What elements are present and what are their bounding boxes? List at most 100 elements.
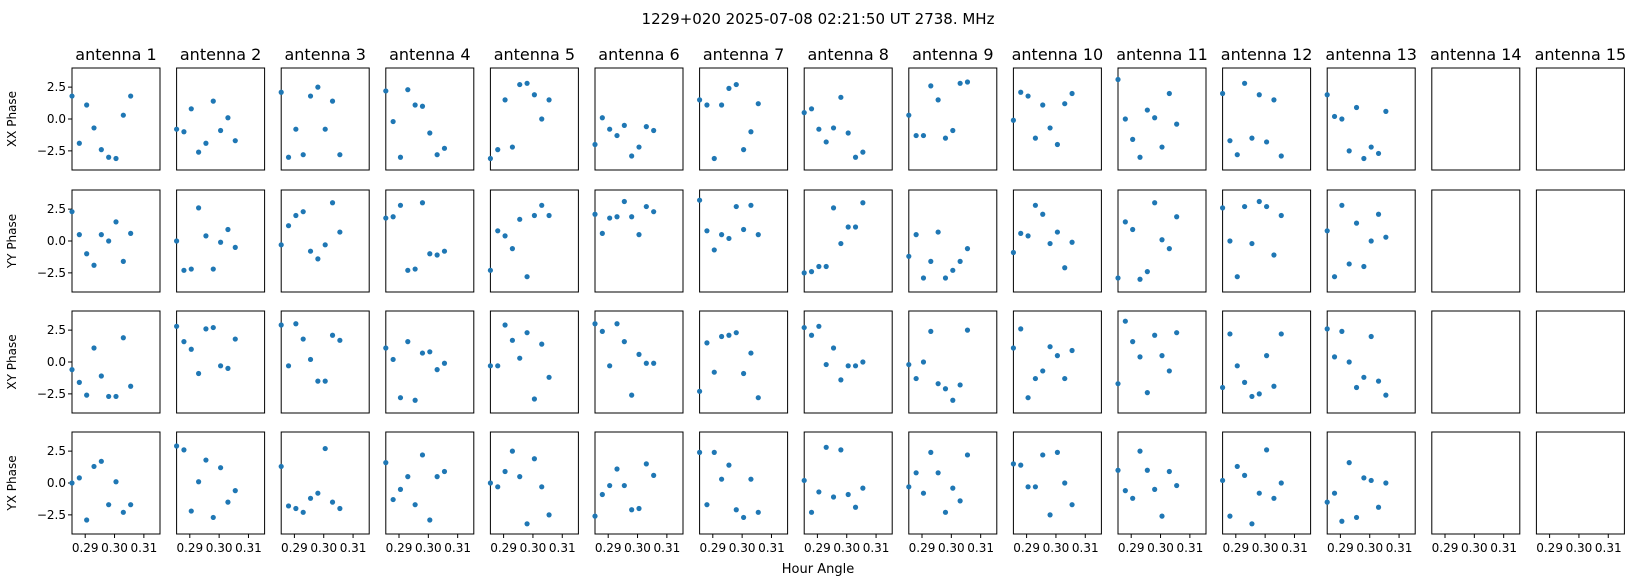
x-tick-label: 0.29 <box>386 541 413 555</box>
data-point <box>397 202 404 208</box>
row-label: XX Phase <box>5 91 19 147</box>
data-point <box>232 138 238 144</box>
axes-frame <box>385 431 475 535</box>
subplot-r4-c9: 0.29 0.30 0.31 <box>906 431 998 555</box>
data-point <box>599 230 605 236</box>
data-point <box>427 517 433 523</box>
antenna-title: antenna 11 <box>1116 45 1208 64</box>
subplot-r1-c9: antenna 9 <box>906 45 998 171</box>
data-point <box>285 223 292 229</box>
data-point <box>636 351 642 357</box>
data-point <box>1234 152 1240 158</box>
x-tick-label: 0.31 <box>1072 541 1099 555</box>
data-point <box>741 370 747 377</box>
x-tick-label: 0.29 <box>1327 541 1354 555</box>
data-point <box>1040 211 1046 217</box>
data-point <box>741 514 747 521</box>
data-point <box>285 503 292 509</box>
data-point <box>711 369 717 375</box>
data-point <box>621 339 627 345</box>
data-point <box>607 482 613 489</box>
data-point <box>592 141 598 148</box>
subplot-r3-c5 <box>487 310 579 414</box>
data-point <box>196 149 202 155</box>
data-point <box>1346 261 1352 267</box>
data-point <box>913 375 919 382</box>
x-tick-label: 0.31 <box>549 541 576 555</box>
subplot-r4-c5: 0.29 0.30 0.31 <box>487 431 579 555</box>
data-point <box>1256 92 1262 98</box>
x-tick-label: 0.29 <box>176 541 203 555</box>
data-point <box>607 215 613 221</box>
antenna-title: antenna 7 <box>703 45 784 64</box>
data-point <box>1047 240 1053 247</box>
data-point <box>1062 375 1068 382</box>
data-point <box>935 229 941 235</box>
x-tick-label: 0.29 <box>1222 541 1249 555</box>
subplot-r4-c2: 0.29 0.30 0.31 <box>174 431 266 555</box>
data-point <box>307 495 314 501</box>
data-point <box>383 88 389 94</box>
data-point <box>218 363 224 369</box>
data-point <box>801 110 807 116</box>
data-point <box>1227 331 1233 337</box>
subplot-r4-c4: 0.29 0.30 0.31 <box>383 431 475 555</box>
axes-frame <box>1535 431 1625 535</box>
data-point <box>920 132 927 139</box>
subplot-r4-c11: 0.29 0.30 0.31 <box>1115 431 1207 555</box>
axes-frame <box>280 67 370 171</box>
data-point <box>300 509 306 515</box>
data-point <box>1339 328 1345 334</box>
data-point <box>1054 229 1060 235</box>
x-tick-label: 0.31 <box>1177 541 1204 555</box>
axes-frame <box>699 67 789 171</box>
data-point <box>1062 480 1068 486</box>
data-point <box>1166 90 1172 97</box>
data-point <box>405 267 411 273</box>
data-point <box>1137 354 1143 360</box>
data-point <box>704 228 710 234</box>
data-point <box>1166 468 1172 475</box>
data-point <box>524 330 530 336</box>
data-point <box>830 494 837 500</box>
data-point <box>823 444 829 450</box>
antenna-title: antenna 13 <box>1325 45 1417 64</box>
data-point <box>697 197 703 203</box>
data-point <box>113 479 119 485</box>
y-tick-label: 2.5 <box>47 202 66 216</box>
subplot-r3-c15 <box>1535 310 1625 414</box>
x-tick-label: 0.30 <box>624 541 651 555</box>
data-point <box>1047 125 1053 131</box>
data-point <box>539 116 545 122</box>
data-point <box>913 232 919 238</box>
data-point <box>816 489 822 495</box>
data-point <box>210 266 216 272</box>
data-point <box>524 521 530 527</box>
antenna-title: antenna 2 <box>180 45 261 64</box>
data-point <box>495 484 501 490</box>
data-point <box>697 449 703 455</box>
data-point <box>419 103 426 109</box>
data-point <box>434 252 440 258</box>
axes-frame <box>489 67 579 171</box>
data-point <box>307 248 314 254</box>
data-point <box>964 246 971 252</box>
axes-frame <box>71 189 161 293</box>
data-point <box>487 363 493 369</box>
data-point <box>1331 490 1338 496</box>
data-point <box>196 370 202 377</box>
data-point <box>1339 202 1345 208</box>
data-point <box>942 275 949 281</box>
data-point <box>1346 359 1352 365</box>
data-point <box>113 155 119 162</box>
data-point <box>495 228 501 234</box>
data-point <box>1249 240 1255 247</box>
data-point <box>1256 198 1262 205</box>
data-point <box>91 345 97 351</box>
data-point <box>643 124 649 130</box>
data-point <box>517 474 523 480</box>
data-point <box>838 240 844 247</box>
data-point <box>1331 354 1338 360</box>
data-point <box>1361 475 1367 481</box>
data-point <box>84 392 90 398</box>
